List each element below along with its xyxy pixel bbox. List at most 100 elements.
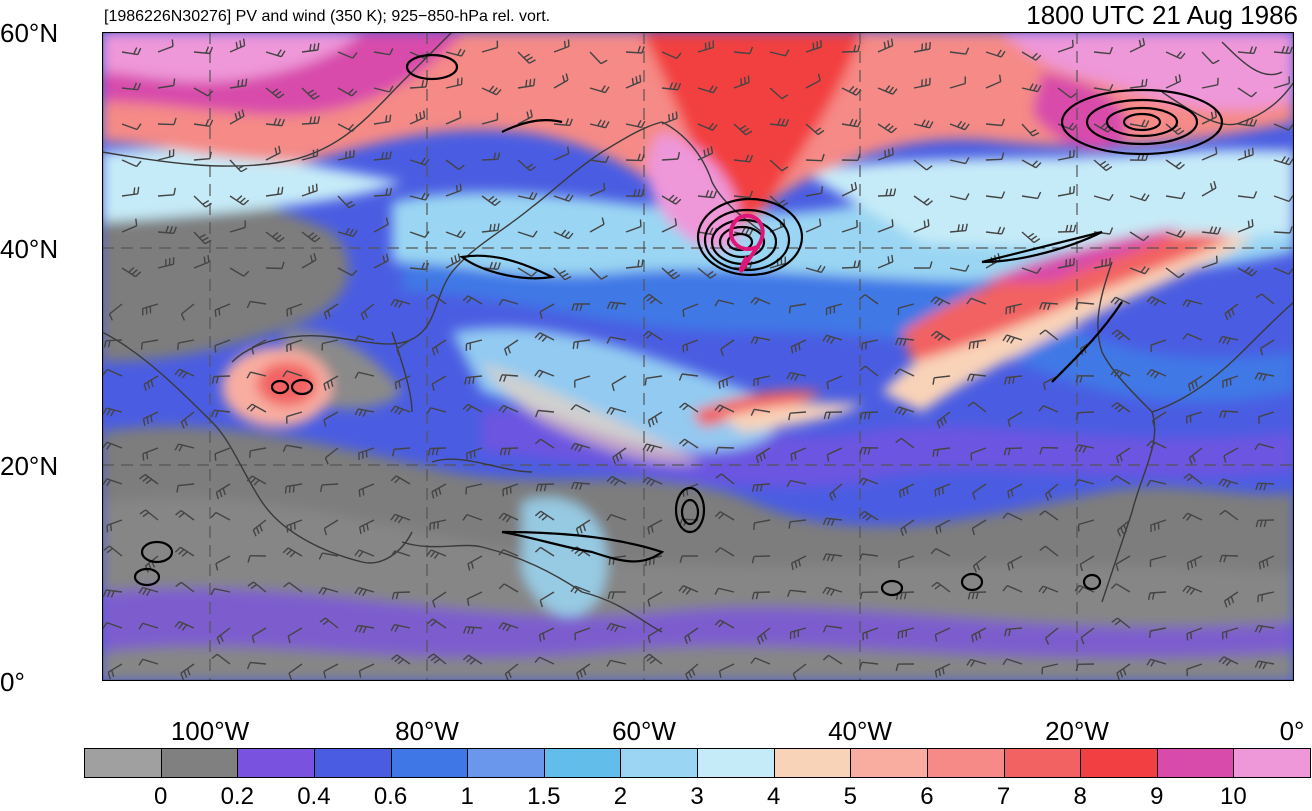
colorbar-swatch [927,748,1005,778]
wind-barb-feather [1102,260,1103,267]
wind-barb-feather [795,453,796,460]
wind-barb-feather [1253,148,1254,155]
colorbar-swatch [391,748,469,778]
wind-barb-feather [1191,632,1192,639]
colorbar-swatch [314,748,392,778]
wind-barb-feather [503,489,504,496]
wind-barb-feather [926,43,927,50]
wind-barb-feather [111,524,112,531]
colorbar-tick-label: 1.5 [527,783,560,811]
lon-label-100w: 100°W [171,716,249,747]
lon-label-40w: 40°W [828,716,892,747]
wind-barb [806,160,822,161]
wind-barb-feather [943,487,944,494]
wind-barb-feather [727,379,728,386]
wind-barb-feather [1142,80,1143,87]
wind-barb-feather [687,344,688,351]
colorbar-swatch [774,748,852,778]
wind-barb [1078,412,1094,413]
wind-barb-feather [250,451,251,458]
wind-barb-feather [640,220,641,227]
plot-valid-time: 1800 UTC 21 Aug 1986 [1026,0,1298,31]
lat-label-0: 0° [0,667,64,698]
wind-barb-feather [282,187,283,194]
wind-barb-feather [884,42,885,49]
wind-barb-feather [789,522,790,529]
wind-barb-feather [534,79,535,86]
colorbar-tick-label: 2 [614,783,627,811]
wind-barb-feather [827,382,828,389]
wind-barb [214,376,230,377]
wind-barb [1222,555,1238,556]
wind-barb-feather [568,40,569,47]
wind-barb-feather [632,78,633,85]
wind-barb-feather [526,80,527,87]
wind-barb-feather [1252,219,1253,226]
wind-barb-feather [291,524,292,531]
wind-barb-feather [346,151,347,158]
wind-barb-feather [790,307,791,314]
wind-barb-feather [754,523,755,530]
wind-barb-feather [460,184,461,191]
wind-barb-feather [973,342,974,349]
wind-barb-feather [395,382,396,389]
wind-barb-feather [1216,147,1217,154]
wind-barb-feather [791,454,792,461]
wind-barb-feather [892,255,893,262]
wind-barb-feather [530,79,531,86]
wind-barb-feather [885,150,886,157]
wind-barb-feather [604,183,605,190]
wind-barb-feather [1074,258,1075,265]
colorbar-swatch [620,748,698,778]
colorbar-tick-label: 0.4 [297,783,330,811]
colorbar-swatch [467,748,545,778]
lat-label-60n: 60°N [0,18,64,49]
wind-barb [662,159,678,160]
wind-barb-feather [928,219,929,226]
wind-barb [986,159,1002,160]
wind-barb-feather [238,80,239,87]
wind-barb-feather [143,454,144,461]
wind-barb-feather [1249,149,1250,156]
wind-barb-feather [107,525,108,532]
wind-barb-feather [889,149,890,156]
wind-barb-feather [236,42,237,49]
wind-barb-feather [1070,187,1071,194]
wind-barb-feather [490,224,491,231]
colorbar-swatch [544,748,622,778]
colorbar-swatch [237,748,315,778]
wind-barb-feather [1150,631,1151,638]
wind-barb-feather [609,558,610,565]
wind-barb-feather [1248,221,1249,228]
colorbar-tick-label: 10 [1220,783,1247,811]
wind-barb [626,160,642,161]
wind-barb-feather [565,41,566,48]
colorbar-tick-label: 3 [690,783,703,811]
wind-barb-feather [930,42,931,49]
wind-barb-feather [971,454,972,461]
wind-barb-feather [933,450,934,457]
wind-barb [394,592,410,593]
colorbar [84,748,1310,780]
wind-barb-feather [138,187,139,194]
lon-label-80w: 80°W [395,716,459,747]
wind-barb [1222,411,1238,412]
wind-barb-feather [457,185,458,192]
colorbar-swatch [1080,748,1158,778]
colorbar-swatch [1004,748,1082,778]
colorbar-tick-label: 0.2 [221,783,254,811]
wind-barb-feather [134,187,135,194]
wind-barb-feather [636,76,637,83]
wind-barb [718,448,734,449]
wind-barb-feather [278,187,279,194]
wind-barb-feather [172,39,173,46]
wind-barb-feather [676,112,677,119]
wind-barb-feather [215,310,216,317]
wind-barb [842,52,858,53]
wind-barb-feather [246,79,247,86]
wind-barb [626,52,642,53]
colorbar-swatch [1157,748,1235,778]
colorbar-swatch [1233,748,1311,778]
wind-barb-feather [1217,256,1218,263]
wind-barb-feather [1106,259,1107,266]
